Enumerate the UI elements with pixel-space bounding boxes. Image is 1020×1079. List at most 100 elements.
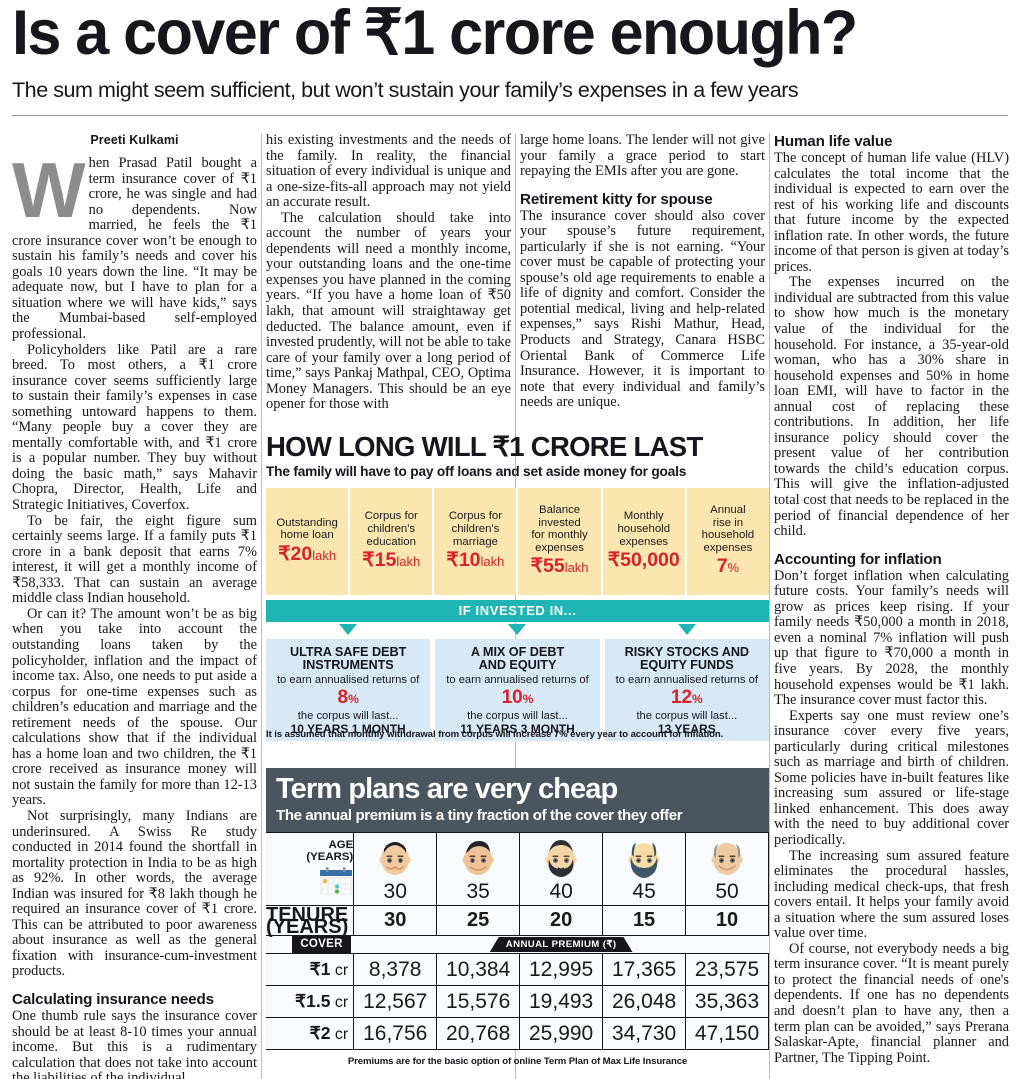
premium-cell: 16,756 (353, 1017, 438, 1050)
premium-cell: 26,048 (602, 985, 687, 1018)
infographic-footnote: It is assumed that monthly withdrawal fr… (266, 728, 724, 740)
paragraph: To be fair, the eight figure sum certain… (12, 512, 257, 607)
premium-cell: 15,576 (436, 985, 521, 1018)
table-subtitle: The annual premium is a tiny fraction of… (276, 807, 683, 824)
age-cell: 40 (519, 832, 604, 906)
premium-cell: 25,990 (519, 1017, 604, 1050)
tenure-cell: 20 (519, 905, 604, 936)
avatar-face-young-short-hair (461, 840, 494, 875)
byline: Preeti Kulkami (90, 133, 179, 147)
investment-option-cell: ULTRA SAFE DEBT INSTRUMENTS to earn annual… (266, 638, 431, 741)
drop-cap: W (12, 146, 86, 234)
age-cell: 45 (602, 832, 687, 906)
option-last-label: the corpus will last... (636, 709, 738, 722)
column-4: Human life value The concept of human li… (774, 133, 1009, 1079)
premium-cell: 10,384 (436, 953, 521, 986)
investment-option-cells: ULTRA SAFE DEBT INSTRUMENTS to earn annual… (266, 638, 769, 741)
breakdown-cell-value: ₹15lakh (362, 549, 421, 572)
table-footnote: Premiums are for the basic option of onl… (347, 1056, 688, 1067)
section-heading: Accounting for inflation (774, 550, 942, 568)
annual-premium-banner-cell: ANNUAL PREMIUM (₹) (354, 936, 769, 954)
paragraph: Not surprisingly, many Indians are under… (12, 807, 257, 980)
age-cell: 50 (685, 832, 769, 906)
table-row: ₹2 cr 16,756 20,768 25,990 34,730 47,150 (266, 1017, 769, 1050)
table-title: Term plans are very cheap (276, 773, 618, 805)
premium-cell: 47,150 (685, 1017, 769, 1050)
option-subtext: to earn annualised returns of (276, 673, 420, 686)
column-divider-1 (261, 133, 262, 1079)
cover-tag-cell: COVER (266, 936, 354, 954)
premium-cell: 20,768 (436, 1017, 521, 1050)
calendar-icon (320, 867, 353, 895)
breakdown-cells: Outstanding home loan ₹20lakh Corpus for chi… (266, 487, 769, 595)
breakdown-cell-label: Corpus for children's education (364, 510, 418, 548)
age-value: 35 (466, 879, 490, 903)
premium-cell: 12,995 (519, 953, 604, 986)
avatar-face-elderly-grey (710, 842, 743, 875)
option-subtext: to earn annualised returns of (615, 673, 759, 686)
paragraph: The insurance cover should also cover yo… (520, 207, 765, 411)
option-heading: ULTRA SAFE DEBT INSTRUMENTS (290, 644, 407, 673)
option-rate: 12% (670, 686, 703, 708)
table-row-age: AGE (YEARS) 30 (266, 832, 769, 906)
tenure-cell: 15 (602, 905, 687, 936)
cover-label: ₹1.5 cr (266, 985, 355, 1018)
section-heading: Retirement kitty for spouse (520, 190, 713, 208)
section-heading: Calculating insurance needs (12, 990, 214, 1008)
paragraph: One thumb rule says the insurance cover … (12, 1007, 257, 1079)
option-duration: 10 YEARS 1 MONTH (290, 721, 406, 736)
breakdown-cell-label: Balance invested for monthly expenses (531, 504, 588, 554)
masthead: Is a cover of ₹1 crore enough? The sum m… (0, 0, 1020, 103)
option-duration: 11 YEARS 3 MONTH (460, 721, 575, 736)
table-row-banner: COVER ANNUAL PREMIUM (₹) (266, 936, 769, 954)
chevron-down-icon (339, 623, 358, 635)
option-rate: 8% (337, 686, 359, 708)
column-3: large home loans. The lender will not gi… (520, 132, 765, 1079)
section-heading: Human life value (774, 133, 893, 150)
breakdown-cell: Outstanding home loan ₹20lakh (266, 487, 349, 595)
paragraph: The calculation should take into account… (266, 209, 511, 413)
premium-cell: 8,378 (353, 953, 438, 986)
premium-cell: 17,365 (602, 953, 687, 986)
paragraph: Or can it? The amount won’t be as big wh… (12, 605, 257, 809)
age-value: 30 (383, 879, 407, 903)
breakdown-cell-label: Annual rise in household expenses (701, 504, 755, 554)
breakdown-cell: Balance invested for monthly expenses ₹55lak… (518, 487, 601, 595)
age-cell: 30 (353, 832, 438, 906)
table-row: ₹1 cr 8,378 10,384 12,995 17,365 23,575 (266, 953, 769, 986)
age-value: 40 (549, 879, 573, 903)
paragraph: large home loans. The lender will not gi… (520, 132, 765, 180)
option-rate: 10% (501, 686, 534, 708)
if-invested-in-bar: IF INVESTED IN... (266, 599, 769, 622)
infographic-how-long-will-1-crore-last: HOW LONG WILL ₹1 CRORE LAST The family w… (266, 433, 769, 741)
breakdown-cell-label: Corpus for children's marriage (448, 510, 502, 548)
premium-table: AGE (YEARS) 30 (266, 832, 769, 1050)
infographic-subtitle: The family will have to pay off loans an… (266, 463, 687, 479)
table-header-banner: Term plans are very cheap The annual pre… (266, 768, 769, 832)
paragraph: Policyholders like Patil are a rare bree… (12, 341, 257, 514)
cover-label: ₹2 cr (266, 1017, 355, 1050)
breakdown-cell: Corpus for children's marriage ₹10lakh (434, 487, 517, 595)
option-heading: RISKY STOCKS AND EQUITY FUNDS (624, 644, 750, 673)
tenure-cell: 25 (436, 905, 521, 936)
cover-label: ₹1 cr (266, 953, 355, 986)
breakdown-cell-value: 7% (716, 555, 740, 578)
option-duration: 13 YEARS (657, 721, 716, 736)
arrow-row (266, 623, 769, 637)
option-subtext: to earn annualised returns of (446, 673, 589, 686)
avatar-face-bearded-dark (544, 839, 577, 877)
tenure-cell: 30 (353, 905, 438, 936)
paragraph: Experts say one must review one’s insura… (774, 707, 1009, 848)
age-cell: 35 (436, 832, 521, 906)
paragraph: The concept of human life value (HLV) ca… (774, 150, 1009, 275)
age-value: 45 (632, 879, 656, 903)
masthead-divider (12, 114, 1008, 116)
breakdown-cell: Corpus for children's education ₹15lakh (350, 487, 433, 595)
option-last-label: the corpus will last... (297, 709, 399, 722)
option-heading: A MIX OF DEBT AND EQUITY (470, 644, 565, 673)
breakdown-cell: Annual rise in household expenses 7% (686, 487, 769, 595)
age-row-label: AGE (YEARS) (266, 832, 355, 906)
